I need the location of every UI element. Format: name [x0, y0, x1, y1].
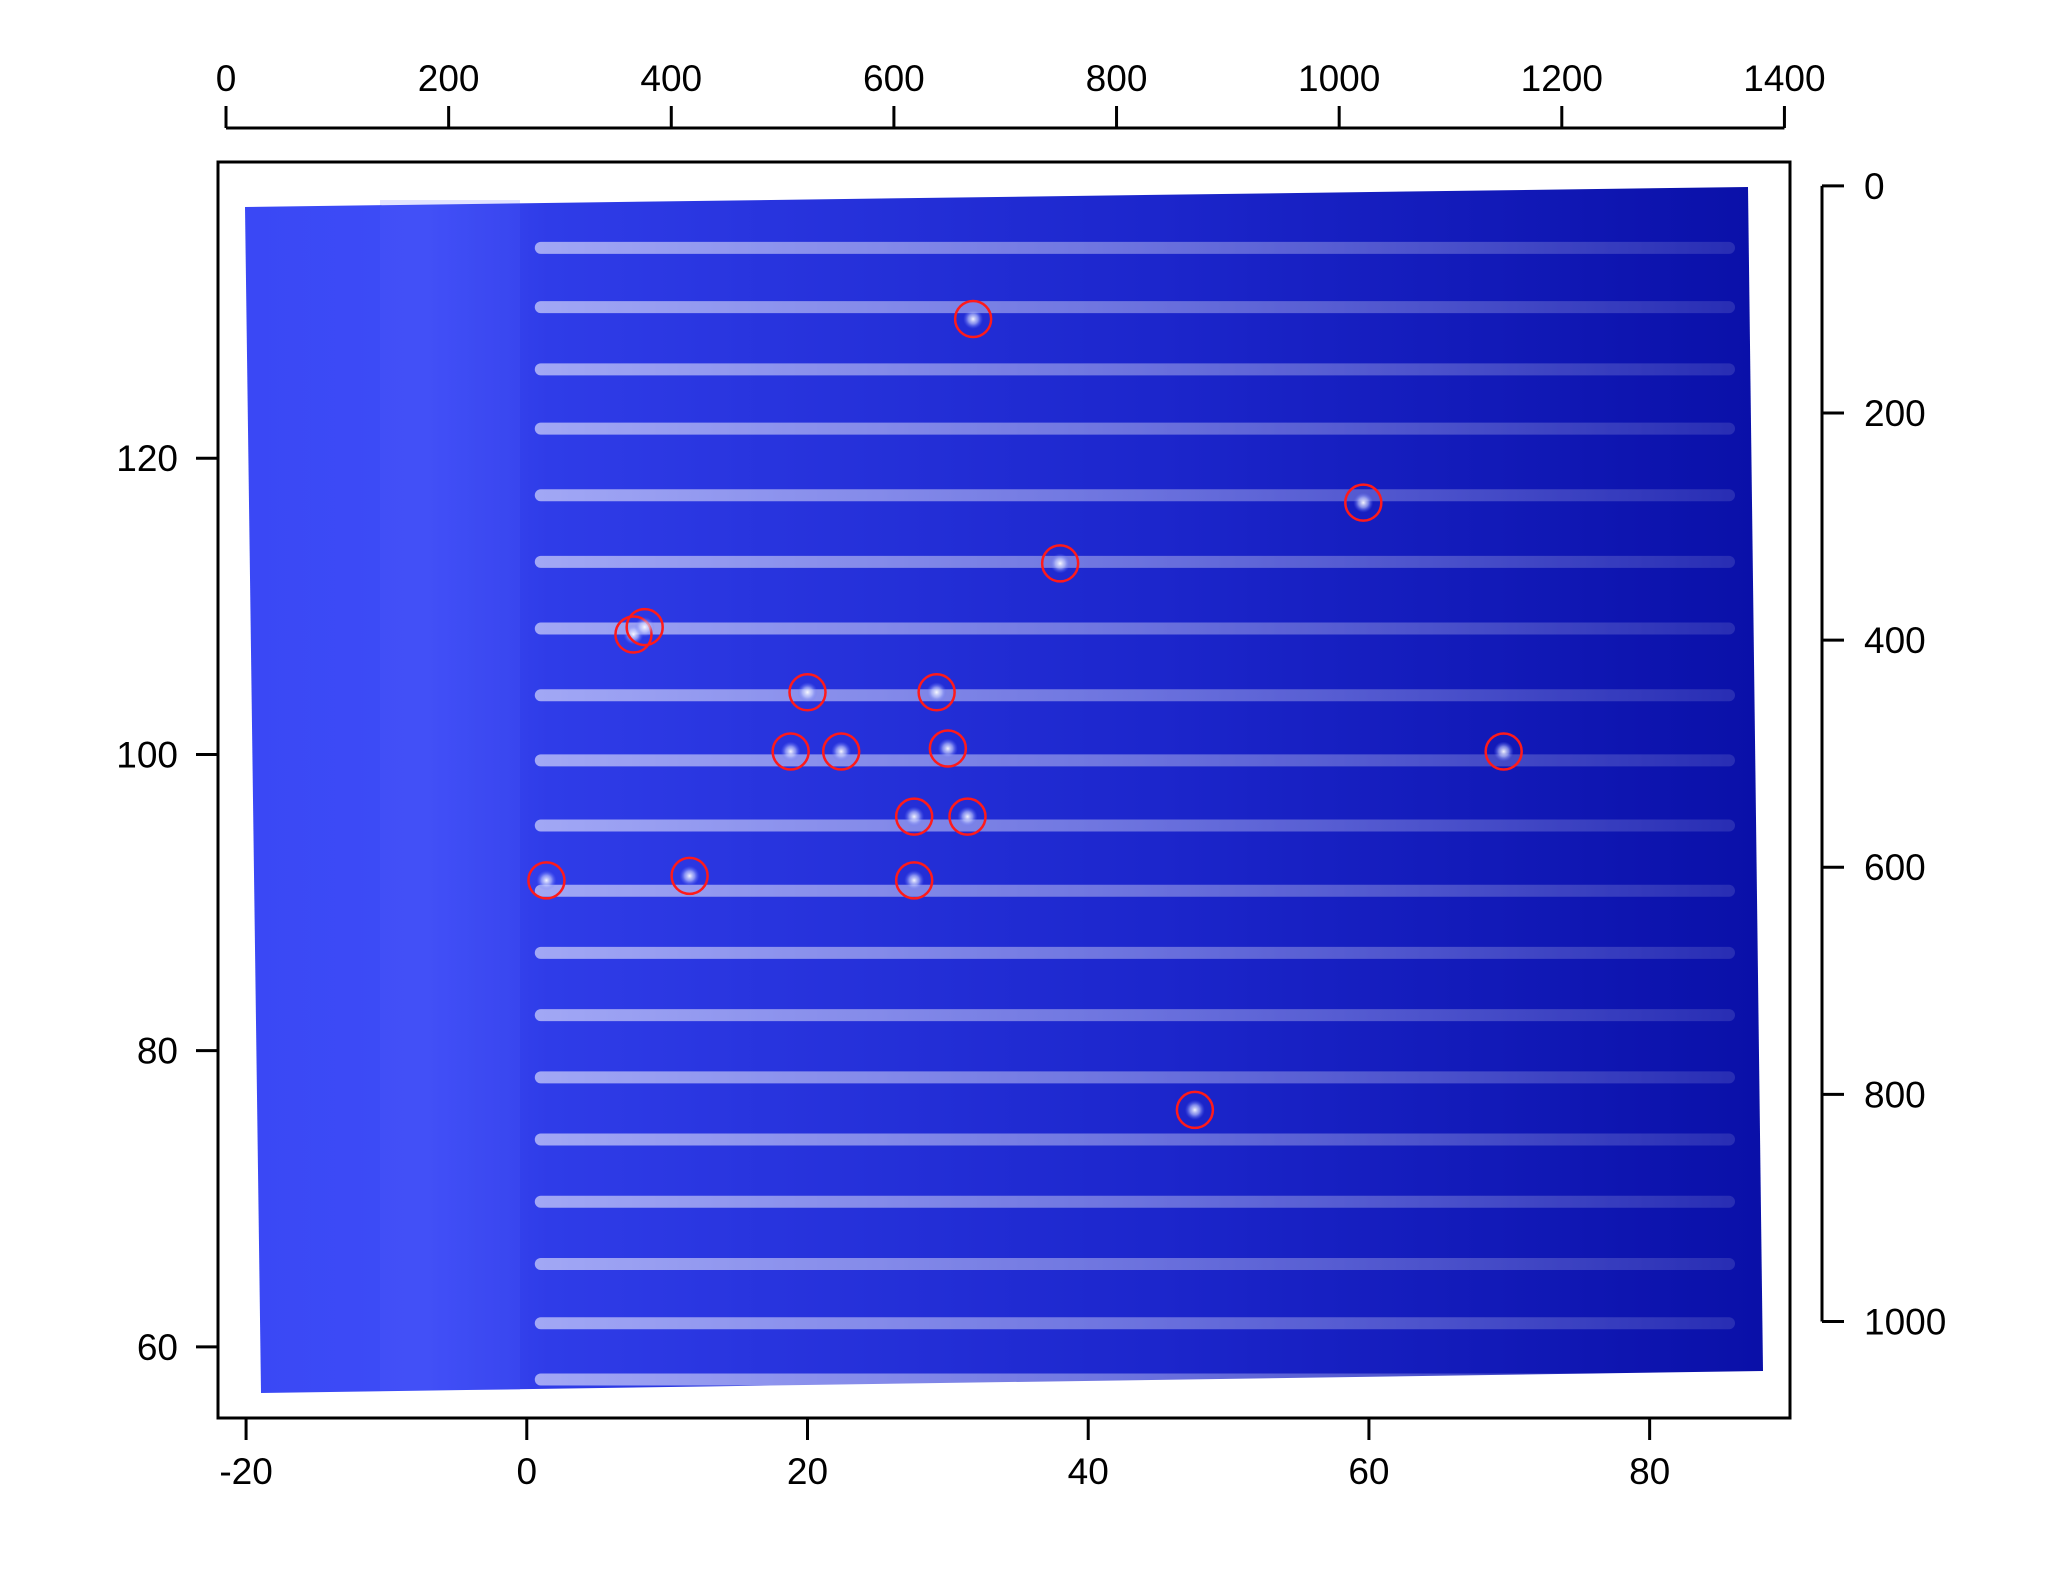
channel-stripe	[534, 1071, 1736, 1084]
fluorescent-spot	[831, 741, 852, 762]
detection-marker	[1344, 483, 1383, 522]
x-bottom-tick-label: 0	[516, 1451, 537, 1492]
fluorescent-spot	[904, 870, 925, 891]
y-right-tick-label: 400	[1864, 620, 1926, 661]
fluorescent-spot	[634, 617, 655, 638]
channel-stripe	[534, 884, 1736, 897]
channel-stripe	[534, 689, 1736, 702]
x-bottom-tick-label: 80	[1629, 1451, 1670, 1492]
y-axis-right: 0 200 400 600 800 1000	[1820, 166, 1946, 1342]
fluorescent-spot	[926, 682, 947, 703]
channel-stripe	[534, 1257, 1736, 1270]
detection-marker	[928, 729, 968, 768]
fluorescent-spot	[797, 682, 818, 703]
detection-marker	[625, 607, 664, 647]
channel-stripe	[534, 819, 1736, 832]
channel-stripe	[534, 489, 1736, 502]
channel-stripe	[534, 1009, 1736, 1022]
fluorescent-spot	[1353, 492, 1374, 513]
channel-stripe	[534, 1195, 1736, 1208]
detection-marker	[894, 861, 934, 900]
micrograph-background	[245, 187, 1763, 1393]
channel-stripe	[534, 241, 1736, 254]
channel-stripe	[534, 363, 1736, 376]
x-bottom-tick-label: 40	[1068, 1451, 1109, 1492]
channel-stripe	[534, 1317, 1736, 1330]
detection-marker	[917, 672, 956, 712]
fluorescent-spot	[1184, 1099, 1205, 1120]
y-right-tick-label: 0	[1864, 166, 1885, 207]
micrograph-image	[245, 187, 1763, 1393]
detection-marker	[821, 732, 861, 771]
y-left-tick-label: 100	[116, 734, 178, 775]
detection-marker	[1484, 732, 1523, 771]
channel-stripe	[534, 622, 1736, 635]
detection-marker	[948, 797, 987, 836]
x-bottom-tick-label: -20	[219, 1451, 272, 1492]
detection-marker	[1175, 1090, 1215, 1130]
channel-stripe	[534, 946, 1736, 959]
x-top-tick-label: 1200	[1521, 58, 1603, 99]
detection-marker	[771, 732, 810, 771]
y-right-tick-label: 1000	[1864, 1301, 1946, 1342]
detection-marker	[953, 299, 993, 339]
x-bottom-tick-label: 20	[787, 1451, 828, 1492]
x-top-tick-label: 0	[216, 58, 237, 99]
y-right-tick-label: 200	[1864, 393, 1926, 434]
x-bottom-tick-label: 60	[1348, 1451, 1389, 1492]
detection-marker	[614, 615, 653, 654]
y-left-tick-label: 80	[137, 1031, 178, 1072]
channel-stripe	[534, 1133, 1736, 1146]
x-top-tick-label: 200	[418, 58, 480, 99]
channel-stripe	[534, 422, 1736, 435]
detection-marker	[894, 797, 934, 836]
fluorescent-spot	[1050, 553, 1071, 574]
y-left-tick-label: 60	[137, 1327, 178, 1368]
fluorescent-spot	[957, 806, 978, 827]
fluorescent-spot	[679, 865, 700, 886]
x-top-tick-label: 1400	[1743, 58, 1825, 99]
x-axis-bottom: -20 0 20 40 60 80	[219, 1418, 1670, 1492]
channel-stripe	[534, 555, 1736, 568]
y-right-tick-label: 600	[1864, 847, 1926, 888]
x-axis-top: 0 200 400 600 800 1000 1200 1400	[216, 58, 1826, 130]
channel-stripe	[534, 754, 1736, 767]
y-left-tick-label: 120	[116, 438, 178, 479]
detection-marker	[670, 856, 709, 896]
channel-stripe	[534, 1373, 1736, 1386]
fluorescent-spot	[536, 870, 557, 891]
detection-marker	[788, 672, 827, 712]
detection-marker	[1040, 544, 1080, 583]
fluorescent-spot	[780, 741, 801, 762]
plot-frame	[216, 160, 1792, 1420]
channel-stripes	[534, 241, 1736, 1386]
micrograph-left-glow	[380, 200, 520, 1390]
x-top-tick-label: 400	[640, 58, 702, 99]
fluorescent-spot	[904, 806, 925, 827]
detection-marker	[527, 861, 566, 900]
x-top-tick-label: 1000	[1298, 58, 1380, 99]
channel-stripe	[534, 301, 1736, 314]
y-axis-left: 60 80 100 120	[116, 438, 218, 1368]
x-top-tick-label: 600	[863, 58, 925, 99]
y-right-tick-label: 800	[1864, 1074, 1926, 1115]
fluorescent-spot	[937, 738, 958, 759]
fluorescent-spot	[963, 309, 984, 329]
detection-markers	[527, 299, 1523, 1130]
fluorescent-spot	[1493, 741, 1514, 762]
x-top-tick-label: 800	[1086, 58, 1148, 99]
